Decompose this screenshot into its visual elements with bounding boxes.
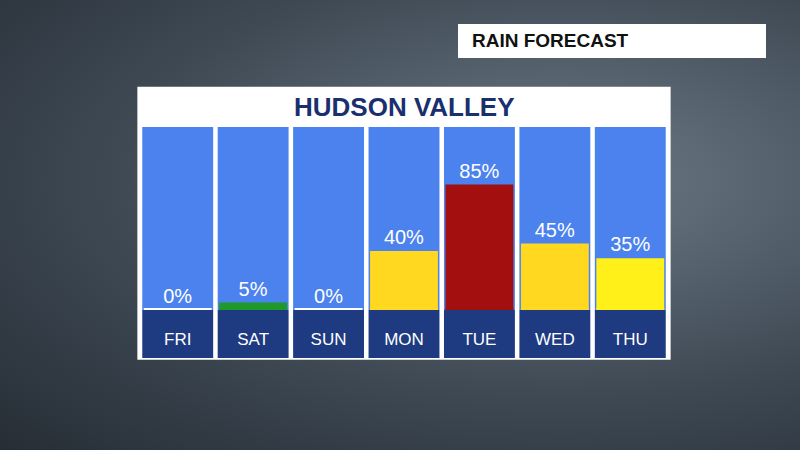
svg-text:0%: 0% [163,285,192,307]
svg-text:THU: THU [613,330,648,349]
svg-text:SUN: SUN [311,330,347,349]
svg-text:45%: 45% [535,219,575,241]
svg-text:35%: 35% [610,233,650,255]
svg-text:TUE: TUE [462,330,496,349]
svg-text:85%: 85% [459,160,499,182]
svg-text:RAIN FORECAST: RAIN FORECAST [472,30,629,51]
svg-text:SAT: SAT [237,330,269,349]
svg-text:0%: 0% [314,285,343,307]
svg-text:5%: 5% [239,278,268,300]
svg-text:WED: WED [535,330,575,349]
svg-text:FRI: FRI [164,330,191,349]
svg-text:MON: MON [384,330,424,349]
svg-text:HUDSON VALLEY: HUDSON VALLEY [294,92,515,122]
svg-text:40%: 40% [384,226,424,248]
